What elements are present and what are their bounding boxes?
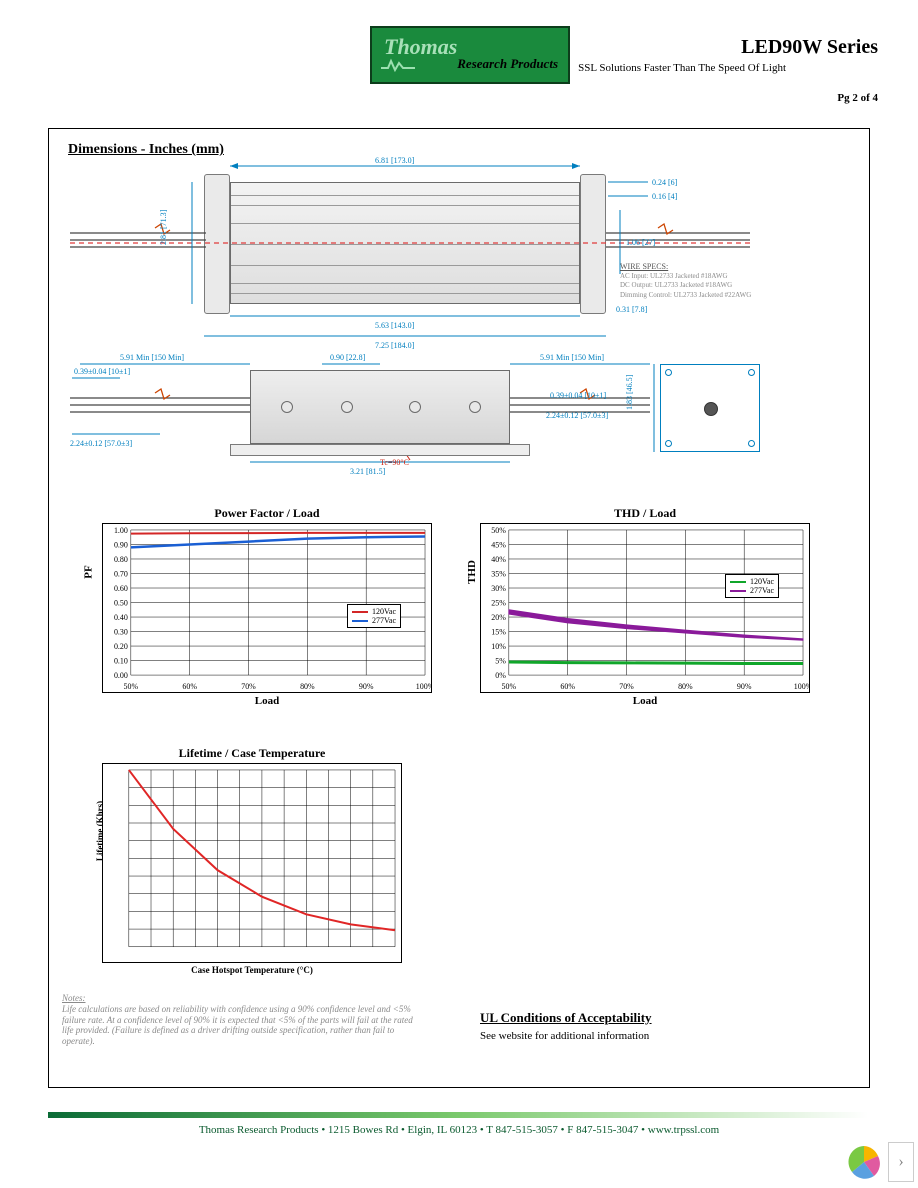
- enclosure-side-view: [250, 370, 510, 444]
- notes-title: Notes:: [62, 993, 422, 1004]
- chart-pf-ylabel: PF: [83, 565, 95, 578]
- svg-text:0.30: 0.30: [114, 628, 128, 637]
- svg-text:90%: 90%: [737, 682, 752, 691]
- svg-text:35%: 35%: [491, 569, 506, 578]
- section-title-ul: UL Conditions of Acceptability: [480, 1010, 652, 1026]
- notes-body: Life calculations are based on reliabili…: [62, 1004, 422, 1047]
- svg-text:60%: 60%: [182, 682, 197, 691]
- svg-text:45%: 45%: [491, 540, 506, 549]
- chevron-right-icon: ›: [898, 1153, 903, 1171]
- svg-text:70%: 70%: [619, 682, 634, 691]
- svg-text:10%: 10%: [491, 642, 506, 651]
- svg-text:6.81 [173.0]: 6.81 [173.0]: [375, 156, 415, 165]
- chart-pf-xlabel: Load: [102, 695, 432, 707]
- next-page-button[interactable]: ›: [888, 1142, 914, 1182]
- chart-lifetime: Lifetime / Case Temperature Lifetime (Kh…: [102, 746, 402, 975]
- chart-pf-legend: 120Vac 277Vac: [347, 604, 401, 628]
- svg-text:80%: 80%: [300, 682, 315, 691]
- chart-thd: THD / Load THD 0%5%10%15%20%25%30%35%40%…: [480, 506, 810, 707]
- chart-life-xlabel: Case Hotspot Temperature (°C): [102, 965, 402, 975]
- svg-text:0.40: 0.40: [114, 613, 128, 622]
- chart-thd-svg: 0% 5% 10% 15% 20% 25% 30% 35% 40% 45% 50% 50% 60% 70%…: [481, 524, 809, 693]
- chart-pf-title: Power Factor / Load: [102, 506, 432, 521]
- logo-wave-icon: [380, 58, 416, 72]
- svg-text:20%: 20%: [491, 613, 506, 622]
- chart-life-title: Lifetime / Case Temperature: [102, 746, 402, 761]
- svg-text:0.50: 0.50: [114, 599, 128, 608]
- svg-text:50%: 50%: [491, 526, 506, 535]
- page-number: Pg 2 of 4: [837, 92, 878, 104]
- svg-text:0.39±0.04 [10±1]: 0.39±0.04 [10±1]: [550, 391, 606, 400]
- chart-thd-legend: 120Vac 277Vac: [725, 574, 779, 598]
- svg-text:100%: 100%: [794, 682, 809, 691]
- page: Thomas Research Products LED90W Series S…: [0, 0, 918, 1188]
- chart-thd-title: THD / Load: [480, 506, 810, 521]
- svg-text:30%: 30%: [491, 584, 506, 593]
- svg-text:0.10: 0.10: [114, 657, 128, 666]
- chart-life-svg: [103, 764, 401, 963]
- svg-text:0%: 0%: [495, 671, 506, 680]
- viewer-logo-icon: [844, 1142, 884, 1182]
- svg-text:15%: 15%: [491, 628, 506, 637]
- svg-text:80%: 80%: [678, 682, 693, 691]
- svg-text:5%: 5%: [495, 657, 506, 666]
- svg-text:0.60: 0.60: [114, 584, 128, 593]
- logo-text-bottom: Research Products: [457, 56, 558, 72]
- tc-label: Tc=90°C: [380, 458, 409, 467]
- svg-text:40%: 40%: [491, 555, 506, 564]
- svg-text:70%: 70%: [241, 682, 256, 691]
- chart-thd-ylabel: THD: [466, 560, 478, 584]
- svg-text:0.90: 0.90: [114, 540, 128, 549]
- svg-text:0.16 [4]: 0.16 [4]: [652, 192, 678, 201]
- chart-pf-plot: 0.00 0.10 0.20 0.30 0.40 0.50 0.60 0.70 0.80 0.90…: [102, 523, 432, 693]
- side-mount-flange: [230, 444, 530, 456]
- wire-specs-heading: WIRE SPECS:: [620, 262, 820, 272]
- svg-text:0.70: 0.70: [114, 569, 128, 578]
- svg-text:2.24±0.12 [57.0±3]: 2.24±0.12 [57.0±3]: [546, 411, 608, 420]
- dimension-diagram: 6.81 [173.0] 5.63 [143.0] 7.25 [184.0] 2…: [60, 150, 860, 480]
- header: Thomas Research Products LED90W Series S…: [0, 22, 918, 102]
- series-title: LED90W Series: [741, 36, 878, 59]
- svg-text:5.91 Min [150 Min]: 5.91 Min [150 Min]: [120, 353, 184, 362]
- svg-text:0.00: 0.00: [114, 671, 128, 680]
- svg-text:0.80: 0.80: [114, 555, 128, 564]
- svg-text:0.90 [22.8]: 0.90 [22.8]: [330, 353, 366, 362]
- notes-block: Notes: Life calculations are based on re…: [62, 993, 422, 1047]
- svg-text:60%: 60%: [560, 682, 575, 691]
- svg-text:0.24 [6]: 0.24 [6]: [652, 178, 678, 187]
- svg-text:1.83 [46.5]: 1.83 [46.5]: [625, 374, 634, 410]
- svg-text:0.31 [7.8]: 0.31 [7.8]: [616, 305, 648, 314]
- svg-text:5.63 [143.0]: 5.63 [143.0]: [375, 321, 415, 330]
- svg-text:1.00: 1.00: [114, 526, 128, 535]
- chart-thd-plot: 0% 5% 10% 15% 20% 25% 30% 35% 40% 45% 50% 50% 60% 70%…: [480, 523, 810, 693]
- svg-text:0.20: 0.20: [114, 642, 128, 651]
- chart-thd-xlabel: Load: [480, 695, 810, 707]
- svg-text:2.81 [71.3]: 2.81 [71.3]: [159, 209, 168, 245]
- svg-text:5.91 Min [150 Min]: 5.91 Min [150 Min]: [540, 353, 604, 362]
- svg-text:1.06 [27]: 1.06 [27]: [626, 238, 656, 247]
- svg-text:7.25 [184.0]: 7.25 [184.0]: [375, 341, 415, 350]
- footer-text: Thomas Research Products • 1215 Bowes Rd…: [0, 1124, 918, 1136]
- ul-subtext: See website for additional information: [480, 1030, 649, 1042]
- svg-text:3.21 [81.5]: 3.21 [81.5]: [350, 467, 386, 476]
- svg-text:25%: 25%: [491, 599, 506, 608]
- footer-gradient-bar: [48, 1112, 868, 1118]
- company-logo: Thomas Research Products: [370, 26, 570, 84]
- series-tagline: SSL Solutions Faster Than The Speed Of L…: [578, 62, 786, 74]
- svg-text:0.39±0.04 [10±1]: 0.39±0.04 [10±1]: [74, 367, 130, 376]
- chart-pf: Power Factor / Load PF 0.000.100.200.300…: [102, 506, 432, 707]
- chart-life-plot: [102, 763, 402, 963]
- svg-text:2.24±0.12 [57.0±3]: 2.24±0.12 [57.0±3]: [70, 439, 132, 448]
- svg-text:90%: 90%: [359, 682, 374, 691]
- enclosure-end-view: [660, 364, 760, 452]
- svg-text:100%: 100%: [416, 682, 431, 691]
- svg-text:50%: 50%: [502, 682, 517, 691]
- svg-text:50%: 50%: [124, 682, 139, 691]
- wire-specs: WIRE SPECS: AC Input: UL2733 Jacketed #1…: [620, 262, 820, 300]
- logo-text-top: Thomas: [384, 34, 457, 60]
